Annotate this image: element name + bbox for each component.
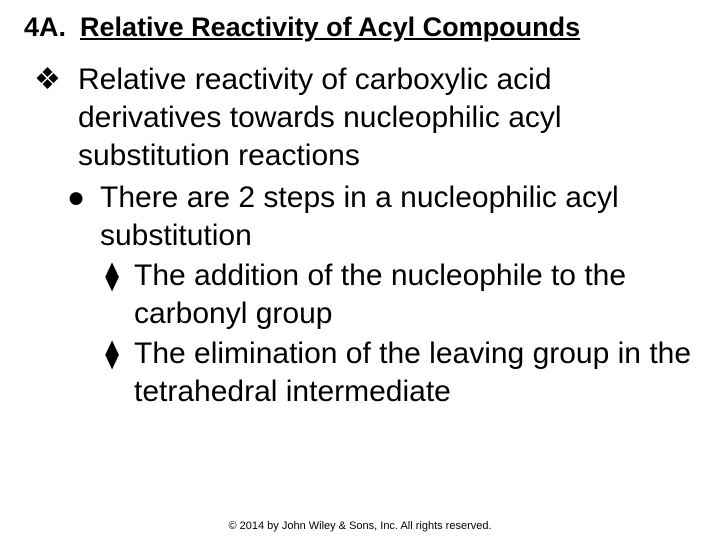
disc-bullet-icon: ● [52,179,100,255]
heading-number: 4A. [24,12,66,43]
level3-text: The addition of the nucleophile to the c… [134,257,696,333]
level1-text: Relative reactivity of carboxylic acid d… [78,61,696,175]
content-area: ❖ Relative reactivity of carboxylic acid… [24,61,696,411]
list-item: ⧫ The elimination of the leaving group i… [34,335,696,411]
list-item: ⧫ The addition of the nucleophile to the… [34,257,696,333]
slide-heading: 4A. Relative Reactivity of Acyl Compound… [24,12,696,43]
level3-text: The elimination of the leaving group in … [134,335,696,411]
list-item: ❖ Relative reactivity of carboxylic acid… [34,61,696,175]
solid-diamond-bullet-icon: ⧫ [90,257,134,333]
list-item: ● There are 2 steps in a nucleophilic ac… [34,179,696,255]
level2-text: There are 2 steps in a nucleophilic acyl… [100,179,696,255]
heading-title: Relative Reactivity of Acyl Compounds [80,12,580,43]
diamond-bullet-icon: ❖ [34,61,78,175]
copyright-footer: © 2014 by John Wiley & Sons, Inc. All ri… [0,520,720,532]
solid-diamond-bullet-icon: ⧫ [90,335,134,411]
